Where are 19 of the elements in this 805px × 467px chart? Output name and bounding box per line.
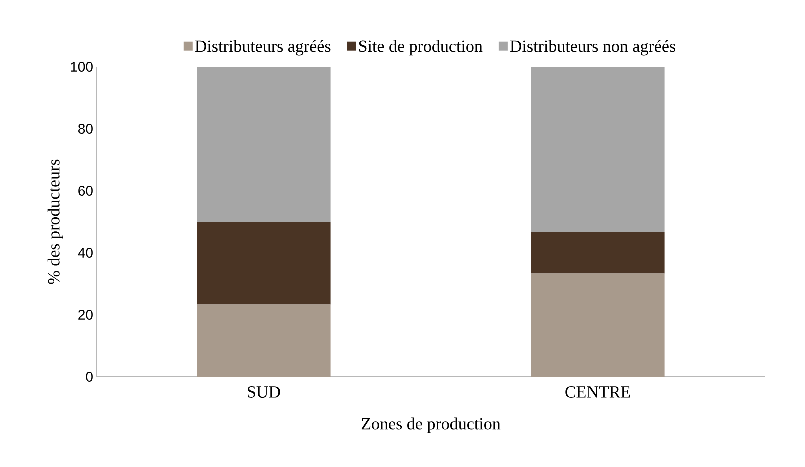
bar xyxy=(197,222,331,305)
y-axis-title: % des producteurs xyxy=(48,160,64,284)
bar xyxy=(531,232,665,274)
legend-label: Distributeurs agréés xyxy=(195,40,331,56)
legend-label: Site de production xyxy=(359,40,483,56)
y-tick-label: 80 xyxy=(78,124,93,134)
bar xyxy=(197,66,331,222)
y-tick-label: 0 xyxy=(86,372,93,382)
y-tick-label: 40 xyxy=(78,248,93,258)
bar xyxy=(531,66,665,232)
y-tick-label: 60 xyxy=(78,186,93,196)
x-tick-label: CENTRE xyxy=(566,386,630,398)
y-tick-label: 100 xyxy=(71,62,93,72)
bar xyxy=(531,274,665,377)
bar xyxy=(197,304,331,377)
y-tick-label: 20 xyxy=(78,310,93,320)
legend-label: Distributeurs non agréés xyxy=(510,40,676,56)
x-tick-label: SUD xyxy=(248,386,280,398)
x-axis-title: Zones de production xyxy=(362,418,501,434)
